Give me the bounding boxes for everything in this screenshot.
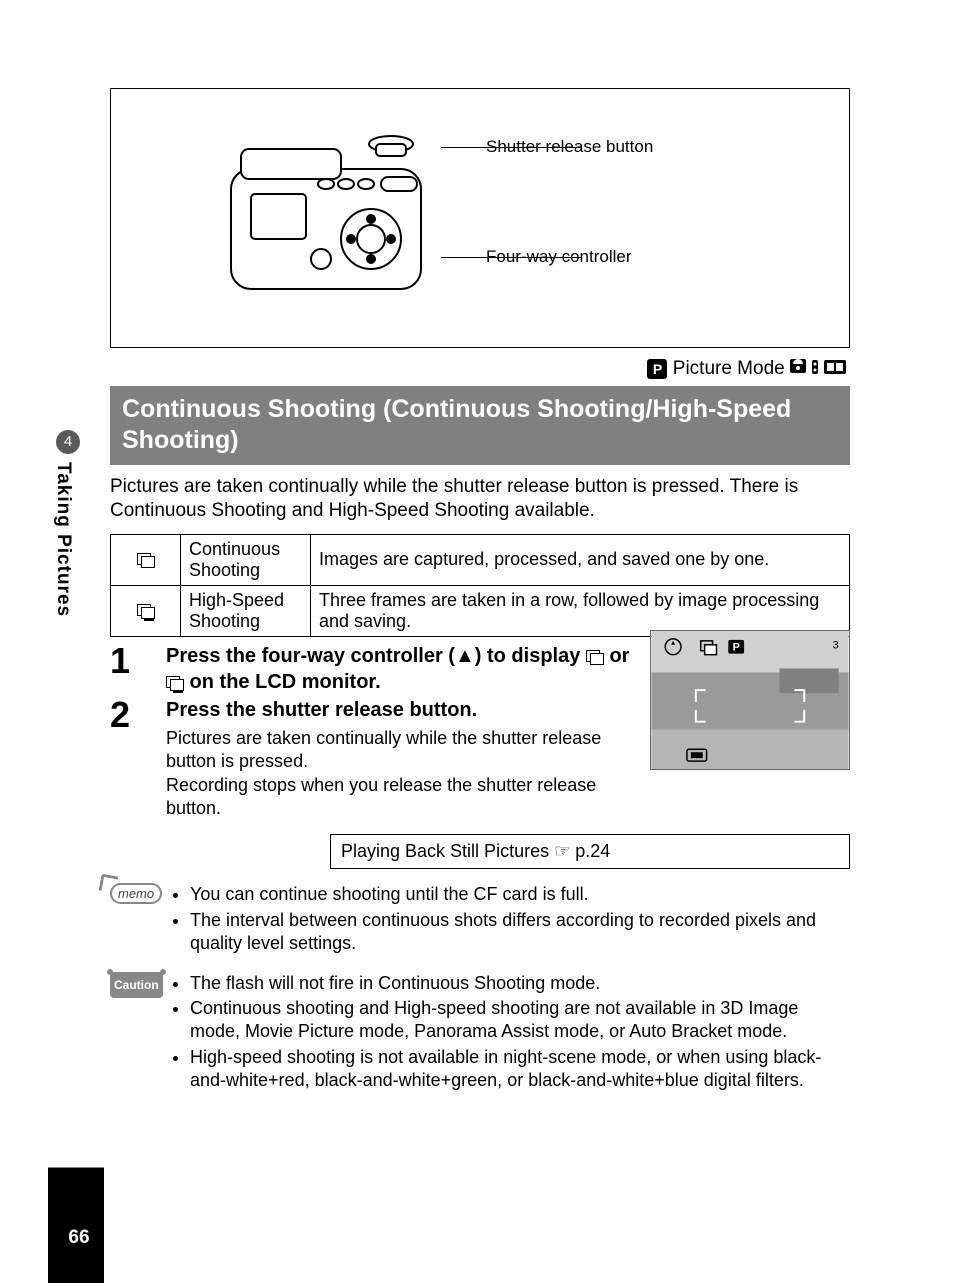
picture-mode-label: Picture Mode: [673, 358, 790, 379]
step-number: 1: [110, 643, 166, 679]
continuous-icon-cell: [111, 534, 181, 585]
chapter-sidebar: 4 Taking Pictures: [52, 430, 80, 617]
svg-text:P: P: [733, 642, 740, 654]
text: Pictures are taken continually while the…: [166, 728, 601, 771]
up-arrow-icon: ▲: [455, 645, 475, 667]
svg-text:3: 3: [833, 640, 839, 652]
continuous-shooting-icon: [586, 650, 604, 664]
program-mode-badge: P: [647, 359, 667, 379]
table-row: Continuous Shooting Images are captured,…: [111, 534, 850, 585]
lcd-preview: P 3: [650, 630, 850, 770]
camera-diagram: Shutter release button Four-way controll…: [110, 88, 850, 348]
mode-icons: [790, 360, 850, 381]
memo-list: You can continue shooting until the CF c…: [170, 883, 850, 957]
callout-controller-label: Four-way controller: [486, 247, 632, 267]
step-number: 2: [110, 697, 166, 733]
caution-block: Caution The flash will not fire in Conti…: [110, 972, 850, 1095]
list-item: The interval between continuous shots di…: [190, 909, 850, 956]
text: Press the four-way controller (: [166, 645, 455, 667]
page-edge-strip: [48, 0, 104, 1283]
cross-reference: Playing Back Still Pictures ☞ p.24: [330, 834, 850, 869]
list-item: Continuous shooting and High-speed shoot…: [190, 997, 850, 1044]
list-item: You can continue shooting until the CF c…: [190, 883, 850, 906]
high-speed-shooting-icon: [137, 604, 155, 618]
step-2-heading: Press the shutter release button.: [166, 697, 640, 723]
memo-block: memo You can continue shooting until the…: [110, 883, 850, 957]
caution-badge: Caution: [110, 972, 163, 998]
mode-desc: Images are captured, processed, and save…: [311, 534, 850, 585]
list-item: High-speed shooting is not available in …: [190, 1046, 850, 1093]
camera-illustration: [221, 129, 441, 319]
intro-paragraph: Pictures are taken continually while the…: [110, 475, 850, 524]
picture-mode-row: P Picture Mode: [110, 356, 850, 382]
caution-badge-wrap: Caution: [110, 972, 170, 998]
callout-shutter-label: Shutter release button: [486, 137, 653, 157]
mode-desc: Three frames are taken in a row, followe…: [311, 585, 850, 636]
table-row: High-Speed Shooting Three frames are tak…: [111, 585, 850, 636]
memo-badge-wrap: memo: [110, 883, 170, 904]
text: or: [604, 645, 630, 667]
section-heading: Continuous Shooting (Continuous Shooting…: [110, 386, 850, 465]
high-speed-shooting-icon: [166, 676, 184, 690]
text: ) to display: [475, 645, 586, 667]
step-2-body: Pictures are taken continually while the…: [166, 727, 640, 821]
page-content: Shutter release button Four-way controll…: [110, 88, 850, 1109]
chapter-title: Taking Pictures: [52, 462, 74, 617]
shooting-modes-table: Continuous Shooting Images are captured,…: [110, 534, 850, 637]
mode-icons-svg: [790, 356, 850, 376]
memo-badge: memo: [110, 883, 162, 904]
text: on the LCD monitor.: [184, 671, 381, 693]
mode-name: Continuous Shooting: [181, 534, 311, 585]
text: Recording stops when you release the shu…: [166, 775, 596, 818]
mode-name: High-Speed Shooting: [181, 585, 311, 636]
page-number: 66: [56, 1223, 102, 1253]
caution-list: The flash will not fire in Continuous Sh…: [170, 972, 850, 1095]
step-1-heading: Press the four-way controller (▲) to dis…: [166, 643, 640, 695]
continuous-shooting-icon: [137, 553, 155, 567]
list-item: The flash will not fire in Continuous Sh…: [190, 972, 850, 995]
highspeed-icon-cell: [111, 585, 181, 636]
chapter-number-badge: 4: [56, 430, 80, 454]
